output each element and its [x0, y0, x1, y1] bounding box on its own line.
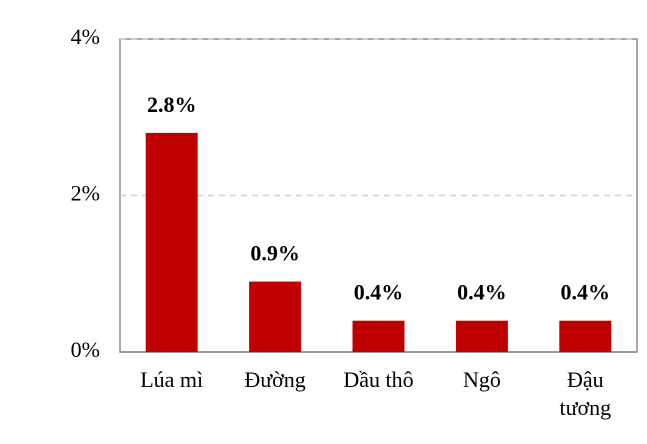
- value-label: 2.8%: [147, 92, 197, 117]
- x-tick-label: Lúa mì: [140, 367, 203, 392]
- bar: [352, 320, 405, 352]
- bar: [559, 320, 612, 352]
- value-label: 0.4%: [561, 280, 611, 305]
- bar: [249, 281, 302, 352]
- y-tick-label: 0%: [71, 337, 100, 362]
- x-tick-label: Đậu tương: [559, 367, 611, 420]
- value-label: 0.9%: [250, 241, 300, 266]
- x-tick-label: Dầu thô: [343, 367, 413, 392]
- y-tick-label: 2%: [71, 181, 100, 206]
- y-tick-label: 4%: [71, 24, 100, 49]
- x-tick-label: Đường: [244, 367, 305, 392]
- bar: [455, 320, 508, 352]
- value-label: 0.4%: [354, 280, 404, 305]
- value-label: 0.4%: [457, 280, 507, 305]
- x-tick-label: Ngô: [463, 367, 501, 392]
- bar: [145, 132, 198, 352]
